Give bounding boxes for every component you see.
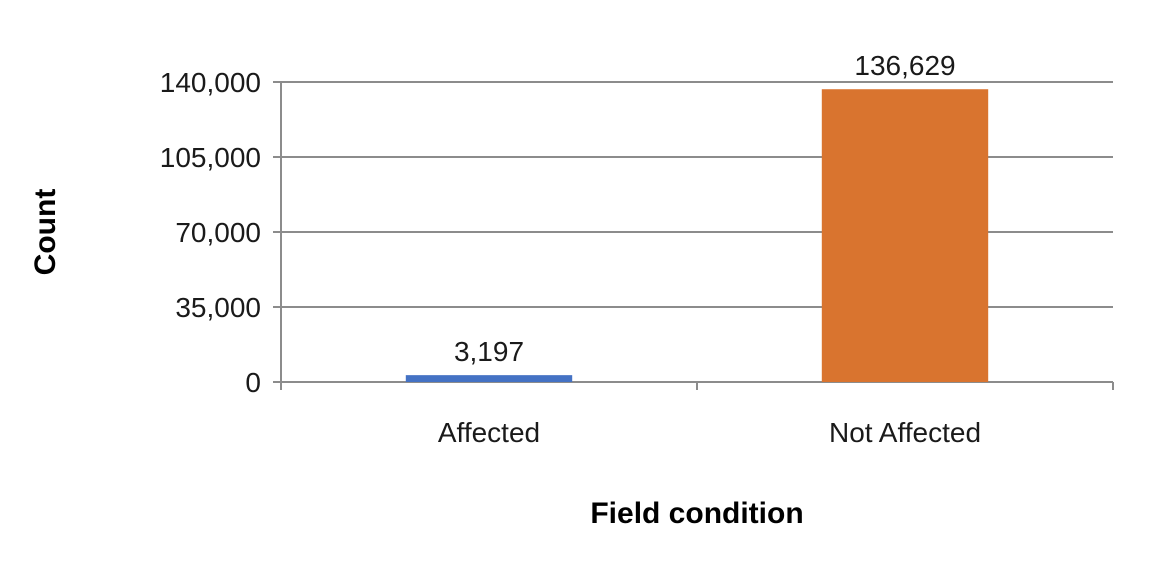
x-tick-label: Affected — [438, 417, 540, 448]
data-label: 3,197 — [454, 336, 524, 367]
y-tick-label: 70,000 — [175, 217, 261, 248]
bars — [405, 89, 989, 382]
y-tick-label: 105,000 — [160, 142, 261, 173]
data-labels: 3,197 136,629 — [454, 50, 956, 367]
x-tick-labels: Affected Not Affected — [438, 417, 981, 448]
data-label: 136,629 — [854, 50, 955, 81]
x-tick-label: Not Affected — [829, 417, 981, 448]
y-tick-label: 35,000 — [175, 292, 261, 323]
y-tick-label: 0 — [245, 367, 261, 398]
y-tick-labels: 0 35,000 70,000 105,000 140,000 — [160, 67, 261, 398]
bar-2 — [821, 89, 989, 382]
x-axis-title: Field condition — [590, 497, 803, 530]
bar-1 — [405, 375, 573, 382]
y-tick-label: 140,000 — [160, 67, 261, 98]
y-axis-title: Count — [29, 189, 62, 276]
